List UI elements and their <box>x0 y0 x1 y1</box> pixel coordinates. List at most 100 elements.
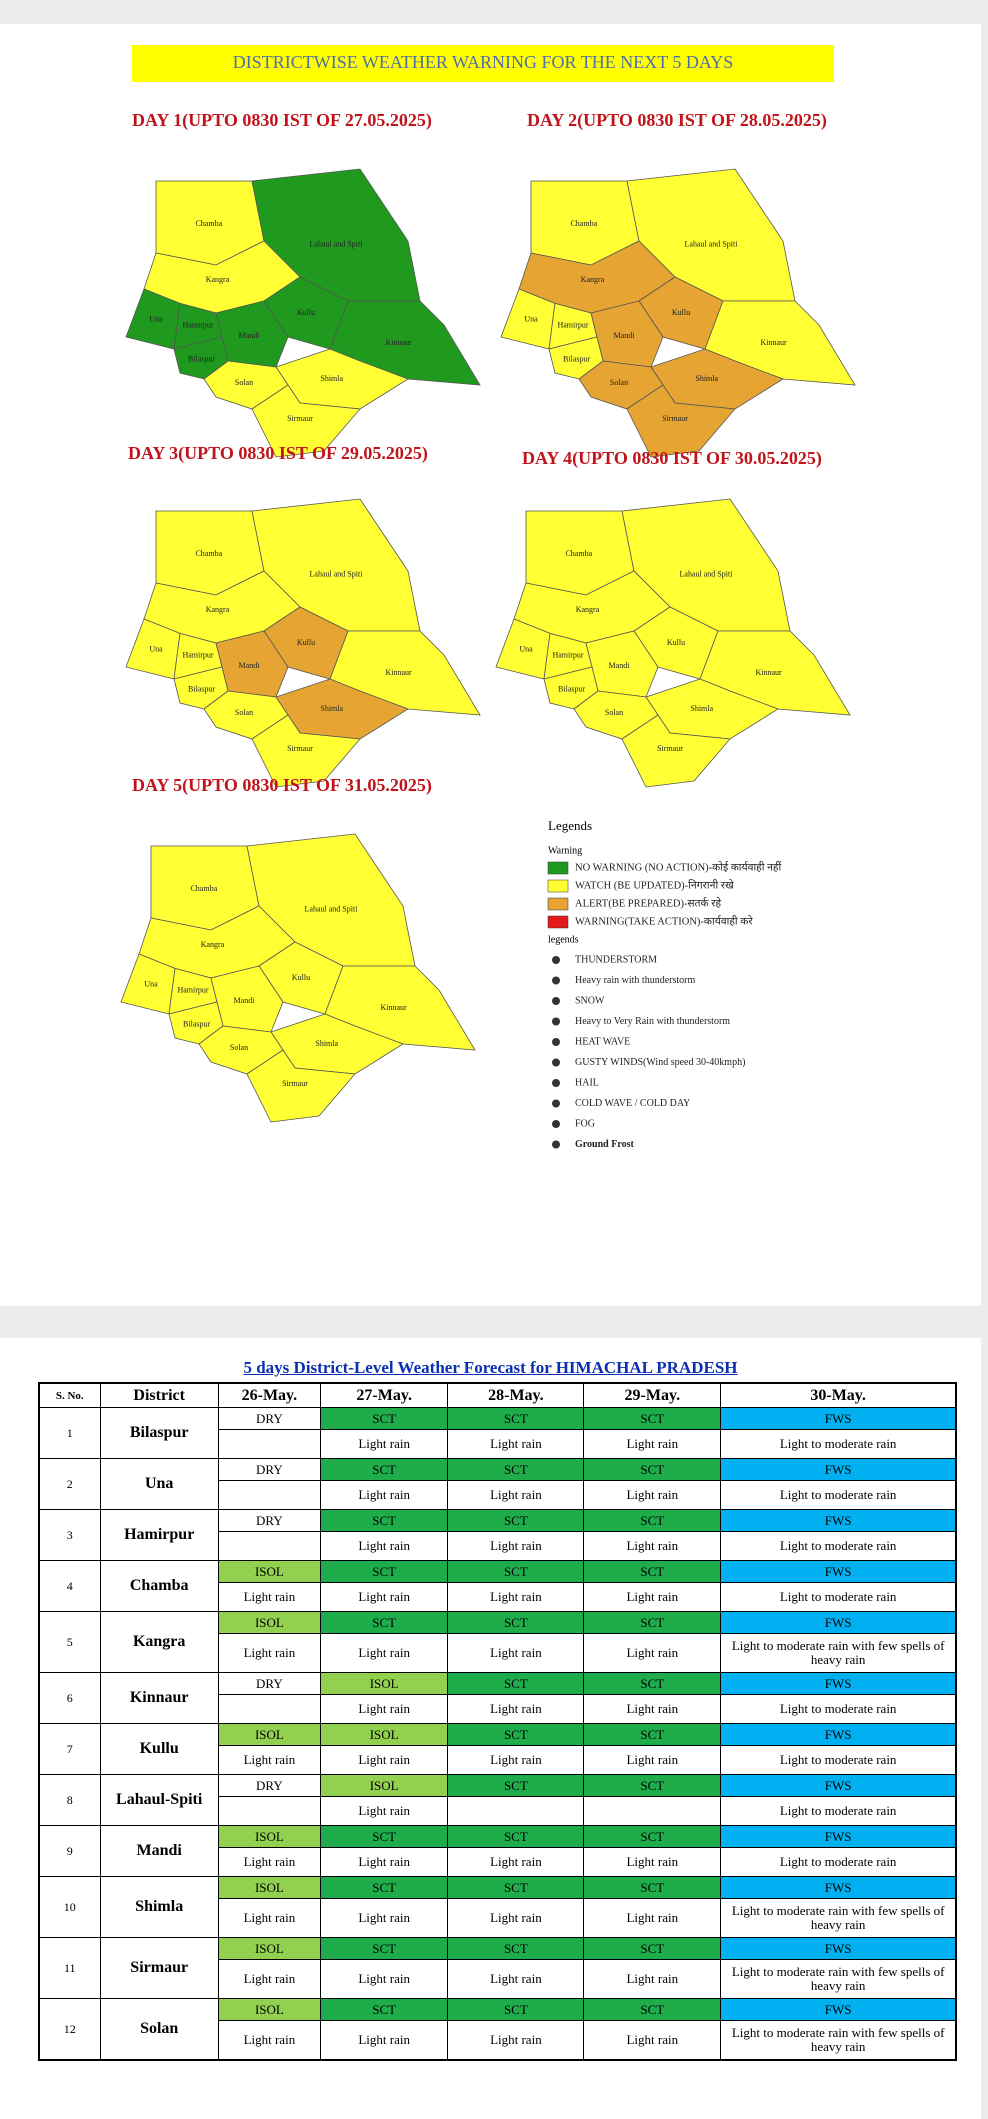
map-title: DAY 1(UPTO 0830 IST OF 27.05.2025) <box>132 110 432 131</box>
legend-swatch <box>547 861 569 875</box>
forecast-text <box>217 1694 321 1724</box>
district-label: Kangra <box>201 940 225 949</box>
legend-label: HEAT WAVE <box>575 1036 630 1047</box>
district-label: Shimla <box>320 704 343 713</box>
district-label: Chamba <box>195 219 222 228</box>
forecast-text: Light rain <box>319 1582 449 1612</box>
forecast-text <box>217 1480 321 1510</box>
category-cell: SCT <box>583 1998 722 2021</box>
district-label: Mandi <box>614 331 636 340</box>
district-label: Mandi <box>239 661 261 670</box>
map-title: DAY 2(UPTO 0830 IST OF 28.05.2025) <box>527 110 827 131</box>
district-label: Lahaul and Spiti <box>310 569 364 578</box>
category-cell: ISOL <box>319 1774 449 1797</box>
legend-label: ALERT(BE PREPARED)-सतर्क रहे <box>575 896 722 909</box>
category-cell: ISOL <box>217 1723 321 1746</box>
district-label: Mandi <box>609 661 631 670</box>
forecast-text: Light rain <box>319 1959 449 1999</box>
district-name: Shimla <box>99 1876 219 1938</box>
forecast-text: Light rain <box>447 1898 585 1938</box>
forecast-text: Light rain <box>319 1480 449 1510</box>
forecast-text: Light to moderate rain <box>720 1582 957 1612</box>
category-cell: SCT <box>447 1998 585 2021</box>
category-cell: SCT <box>447 1876 585 1899</box>
district-label: Chamba <box>195 549 222 558</box>
district-label: Una <box>144 979 158 988</box>
forecast-text: Light rain <box>217 1898 321 1938</box>
forecast-text <box>217 1531 321 1561</box>
legend-label: Heavy to Very Rain with thunderstorm <box>575 1016 730 1027</box>
forecast-text: Light rain <box>319 1531 449 1561</box>
category-cell: SCT <box>447 1407 585 1430</box>
category-cell: FWS <box>720 1509 957 1532</box>
district-label: Chamba <box>190 884 217 893</box>
district-label: Kullu <box>297 308 315 317</box>
forecast-row: 4 Chamba ISOL SCT SCT SCT FWS <box>38 1560 957 1612</box>
district-area <box>621 714 731 788</box>
column-header: 27-May. <box>319 1382 449 1408</box>
forecast-text: Light rain <box>583 1582 722 1612</box>
map-title: DAY 4(UPTO 0830 IST OF 30.05.2025) <box>522 448 822 469</box>
category-cell: SCT <box>583 1723 722 1746</box>
forecast-text <box>447 1796 585 1826</box>
forecast-row: 3 Hamirpur DRY SCT SCT SCT FWS <box>38 1509 957 1561</box>
legend-label: SNOW <box>575 995 605 1006</box>
district-label: Kullu <box>672 308 690 317</box>
forecast-text: Light rain <box>583 1898 722 1938</box>
category-cell: SCT <box>583 1876 722 1899</box>
category-cell: SCT <box>319 1509 449 1532</box>
forecast-text: Light to moderate rain with few spells o… <box>720 1633 957 1673</box>
district-name: Kinnaur <box>99 1672 219 1724</box>
forecast-text: Light rain <box>319 1694 449 1724</box>
forecast-text: Light rain <box>217 2020 321 2061</box>
district-name: Kangra <box>99 1611 219 1673</box>
district-label: Bilaspur <box>188 685 215 694</box>
district-label: Lahaul and Spiti <box>680 569 734 578</box>
category-cell: ISOL <box>319 1672 449 1695</box>
district-label: Una <box>149 314 163 323</box>
forecast-text: Light rain <box>319 1745 449 1775</box>
legend-icon <box>552 1058 560 1067</box>
column-header: 28-May. <box>447 1382 585 1408</box>
district-label: Mandi <box>239 331 261 340</box>
forecast-text: Light rain <box>447 1959 585 1999</box>
district-label: Sirmaur <box>662 414 688 423</box>
forecast-text: Light to moderate rain <box>720 1429 957 1459</box>
forecast-text: Light to moderate rain <box>720 1847 957 1877</box>
forecast-text: Light rain <box>583 2020 722 2061</box>
forecast-text: Light rain <box>583 1429 722 1459</box>
forecast-text: Light rain <box>447 1633 585 1673</box>
legend-label: HAIL <box>575 1077 599 1088</box>
category-cell: SCT <box>447 1723 585 1746</box>
page-title: DISTRICTWISE WEATHER WARNING FOR THE NEX… <box>233 52 734 72</box>
category-cell: FWS <box>720 1560 957 1583</box>
serial-number: 9 <box>38 1825 101 1877</box>
legend-label: WATCH (BE UPDATED)-निगरानी रखे <box>575 878 734 891</box>
district-area <box>633 606 719 680</box>
legend-title: Legends <box>548 818 592 833</box>
district-name: Kullu <box>99 1723 219 1775</box>
serial-number: 4 <box>38 1560 101 1612</box>
district-name: Hamirpur <box>99 1509 219 1561</box>
district-label: Kinnaur <box>385 338 412 347</box>
district-map: Chamba Lahaul and Spiti Kangra Una Hamirpur K… <box>125 168 481 458</box>
forecast-text: Light rain <box>217 1959 321 1999</box>
legend-icon <box>552 976 560 985</box>
district-label: Solan <box>610 378 628 387</box>
forecast-row: 2 Una DRY SCT SCT SCT FWS <box>38 1458 957 1510</box>
forecast-row-text: Light rain Light rain Light rain Light rain… <box>39 1847 957 1877</box>
forecast-row: 10 Shimla ISOL SCT SCT SCT FWS <box>38 1876 957 1938</box>
category-cell: SCT <box>319 1937 449 1960</box>
district-map: Chamba Lahaul and Spiti Kangra Una Hamirpur K… <box>500 168 856 458</box>
serial-number: 12 <box>38 1998 101 2061</box>
category-cell: DRY <box>217 1509 321 1532</box>
category-cell: FWS <box>720 1611 957 1634</box>
forecast-row-text: Light rain Light rain Light rain Light to m… <box>39 1531 957 1561</box>
district-label: Sirmaur <box>657 744 683 753</box>
forecast-card: 5 days District-Level Weather Forecast f… <box>0 1338 981 2119</box>
legend-label: Ground Frost <box>575 1139 634 1150</box>
district-label: Shimla <box>320 374 343 383</box>
district-label: Bilaspur <box>188 355 215 364</box>
district-name: Solan <box>99 1998 219 2061</box>
serial-number: 1 <box>38 1407 101 1459</box>
